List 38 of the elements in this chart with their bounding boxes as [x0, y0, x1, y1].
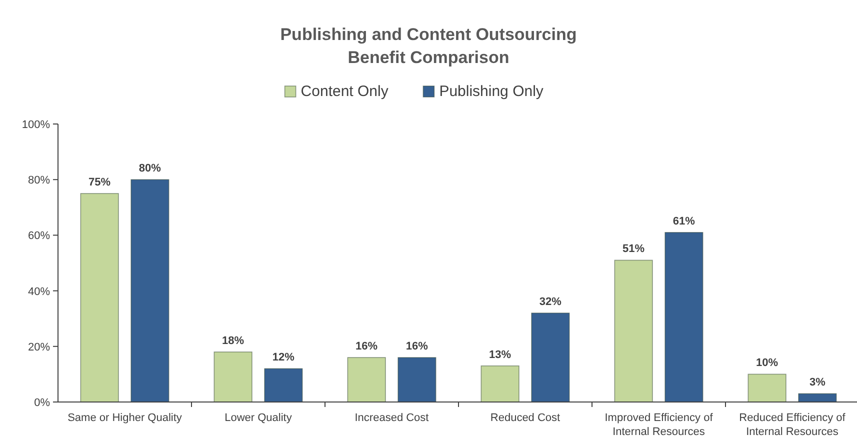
- legend-label: Content Only: [300, 83, 389, 100]
- data-label: 13%: [489, 348, 512, 361]
- legend-label: Publishing Only: [439, 83, 544, 100]
- x-tick-label: Reduced Efficiency of Internal Resources: [739, 412, 846, 438]
- data-label: 32%: [539, 296, 562, 308]
- bar: [214, 352, 252, 402]
- data-label: 18%: [222, 334, 244, 347]
- bar: [614, 260, 653, 402]
- bar: [531, 312, 570, 402]
- y-tick-label: 0%: [34, 397, 50, 409]
- x-tick-label: Increased Cost: [354, 412, 429, 424]
- chart-title: Publishing and Content Outsourcing Benefit Comparison: [280, 25, 577, 67]
- data-label: 12%: [272, 352, 295, 364]
- bar: [664, 232, 704, 402]
- bar: [347, 357, 386, 402]
- data-label: 80%: [138, 162, 162, 175]
- data-label: 61%: [672, 215, 696, 228]
- data-label: 16%: [356, 340, 378, 353]
- bar: [130, 179, 170, 402]
- x-tick-label: Same or Higher Quality: [68, 412, 182, 424]
- bar: [80, 193, 119, 402]
- y-tick-label: 60%: [28, 230, 50, 242]
- data-label: 10%: [756, 357, 778, 370]
- bar: [748, 374, 786, 402]
- data-label: 51%: [622, 243, 645, 256]
- data-label: 3%: [809, 376, 826, 389]
- x-tick-label: Reduced Cost: [490, 412, 560, 424]
- data-label: 75%: [88, 176, 111, 188]
- bar: [480, 365, 520, 402]
- bar: [264, 368, 303, 402]
- y-tick-label: 40%: [28, 286, 50, 298]
- x-tick-label: Improved Efficiency of Internal Resources: [604, 412, 714, 438]
- y-tick-label: 80%: [28, 174, 50, 187]
- y-tick-label: 20%: [28, 341, 50, 354]
- bar: [398, 357, 436, 402]
- y-tick-label: 100%: [22, 119, 50, 131]
- data-label: 16%: [406, 340, 428, 353]
- x-tick-label: Lower Quality: [224, 412, 292, 424]
